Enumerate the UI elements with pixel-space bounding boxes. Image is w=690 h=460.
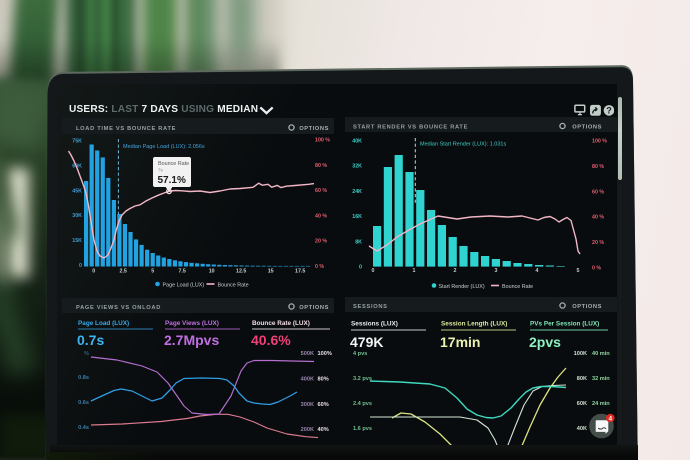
svg-text:80 %: 80 % xyxy=(315,163,327,169)
svg-text:60%: 60% xyxy=(318,402,329,408)
svg-text:32K: 32K xyxy=(352,164,362,170)
svg-text:0 %: 0 % xyxy=(315,264,324,270)
svg-text:100K: 100K xyxy=(574,351,587,357)
svg-text:30K: 30K xyxy=(72,213,82,219)
svg-text:2pvs: 2pvs xyxy=(529,334,561,350)
svg-text:60 %: 60 % xyxy=(315,188,327,194)
svg-text:0.4s: 0.4s xyxy=(78,425,89,431)
svg-text:Page Load (LUX): Page Load (LUX) xyxy=(78,320,129,327)
svg-text:60 %: 60 % xyxy=(592,189,604,195)
svg-text:40 min: 40 min xyxy=(592,351,610,357)
svg-text:Bounce Rate: Bounce Rate xyxy=(218,283,249,289)
svg-text:10: 10 xyxy=(209,269,215,275)
svg-text:60K: 60K xyxy=(72,163,82,169)
svg-text:7s: 7s xyxy=(158,168,164,173)
svg-text:OPTIONS: OPTIONS xyxy=(299,305,329,311)
svg-text:479K: 479K xyxy=(350,334,383,350)
svg-text:%: % xyxy=(84,351,89,357)
svg-text:80 %: 80 % xyxy=(592,164,604,170)
svg-text:45K: 45K xyxy=(72,188,82,194)
svg-text:15: 15 xyxy=(268,269,274,275)
svg-text:PAGE VIEWS VS ONLOAD: PAGE VIEWS VS ONLOAD xyxy=(76,305,161,311)
svg-text:OPTIONS: OPTIONS xyxy=(572,304,602,310)
svg-text:0.8s: 0.8s xyxy=(78,375,89,381)
svg-text:4: 4 xyxy=(536,268,539,274)
svg-text:40 %: 40 % xyxy=(592,215,604,221)
svg-text:400K: 400K xyxy=(301,376,314,382)
svg-text:8K: 8K xyxy=(355,239,362,245)
svg-text:4: 4 xyxy=(608,415,612,422)
svg-text:2.5: 2.5 xyxy=(120,269,127,275)
svg-text:100 %: 100 % xyxy=(315,138,330,144)
svg-text:75K: 75K xyxy=(72,139,82,145)
svg-text:24K: 24K xyxy=(352,189,362,195)
svg-text:17.5: 17.5 xyxy=(295,269,305,275)
svg-text:Session Length (LUX): Session Length (LUX) xyxy=(441,321,507,328)
svg-text:300K: 300K xyxy=(301,402,314,408)
svg-text:40K: 40K xyxy=(352,139,362,145)
svg-text:1: 1 xyxy=(413,268,416,274)
svg-text:0.6s: 0.6s xyxy=(78,400,89,406)
svg-text:40%: 40% xyxy=(318,427,329,433)
svg-text:5: 5 xyxy=(151,269,154,275)
svg-text:Bounce Rate (LUX): Bounce Rate (LUX) xyxy=(252,320,310,327)
svg-text:17min: 17min xyxy=(440,334,480,350)
svg-text:16K: 16K xyxy=(352,214,362,220)
svg-text:0: 0 xyxy=(92,269,95,275)
svg-text:3: 3 xyxy=(495,268,498,274)
svg-text:LOAD TIME VS BOUNCE RATE: LOAD TIME VS BOUNCE RATE xyxy=(76,126,176,132)
svg-text:0: 0 xyxy=(372,268,375,274)
svg-text:Page Load (LUX): Page Load (LUX) xyxy=(163,283,205,289)
svg-text:1.6 pvs: 1.6 pvs xyxy=(353,426,372,432)
svg-text:15K: 15K xyxy=(72,238,82,244)
svg-text:Page Views (LUX): Page Views (LUX) xyxy=(165,320,219,327)
svg-text:0.7s: 0.7s xyxy=(77,332,104,348)
svg-text:2.4 pvs: 2.4 pvs xyxy=(353,401,372,407)
svg-text:57.1%: 57.1% xyxy=(158,175,186,186)
svg-text:80K: 80K xyxy=(577,376,587,382)
svg-text:7.5: 7.5 xyxy=(179,269,186,275)
svg-text:20 %: 20 % xyxy=(592,240,604,246)
svg-text:Median Page Load (LUX): 2.056s: Median Page Load (LUX): 2.056s xyxy=(123,144,205,150)
svg-text:4 pvs: 4 pvs xyxy=(353,351,367,357)
svg-text:PVs Per Session (LUX): PVs Per Session (LUX) xyxy=(530,321,599,328)
svg-text:3.2 pvs: 3.2 pvs xyxy=(353,376,372,382)
svg-text:100%: 100% xyxy=(318,351,332,357)
svg-text:OPTIONS: OPTIONS xyxy=(572,125,602,131)
svg-text:Bounce Rate: Bounce Rate xyxy=(502,284,533,290)
svg-text:Bounce Rate: Bounce Rate xyxy=(158,161,189,167)
svg-text:500K: 500K xyxy=(301,351,314,357)
svg-text:2: 2 xyxy=(454,268,457,274)
svg-text:12.5: 12.5 xyxy=(236,269,246,275)
svg-text:OPTIONS: OPTIONS xyxy=(299,126,329,132)
svg-text:START RENDER VS BOUNCE RATE: START RENDER VS BOUNCE RATE xyxy=(353,125,468,131)
svg-text:0 %: 0 % xyxy=(592,266,601,272)
svg-text:Median Start Render (LUX): 1.0: Median Start Render (LUX): 1.031s xyxy=(420,142,506,148)
svg-text:SESSIONS: SESSIONS xyxy=(353,304,388,310)
svg-text:5: 5 xyxy=(577,268,580,274)
svg-text:40.6%: 40.6% xyxy=(251,332,291,348)
svg-text:Start Render (LUX): Start Render (LUX) xyxy=(439,284,485,290)
svg-text:200K: 200K xyxy=(301,427,314,433)
svg-text:40 %: 40 % xyxy=(315,213,327,219)
svg-text:80%: 80% xyxy=(318,376,329,382)
svg-text:24 min: 24 min xyxy=(592,401,610,407)
svg-text:100 %: 100 % xyxy=(592,139,607,145)
svg-text:Sessions (LUX): Sessions (LUX) xyxy=(351,321,398,328)
svg-text:32 min: 32 min xyxy=(592,376,610,382)
svg-text:2.7Mpvs: 2.7Mpvs xyxy=(164,332,219,348)
svg-text:20 %: 20 % xyxy=(315,239,327,245)
svg-text:40K: 40K xyxy=(577,426,587,432)
svg-text:?: ? xyxy=(606,106,612,116)
svg-text:0: 0 xyxy=(359,265,362,271)
svg-text:0: 0 xyxy=(79,263,82,269)
svg-text:60K: 60K xyxy=(577,401,587,407)
